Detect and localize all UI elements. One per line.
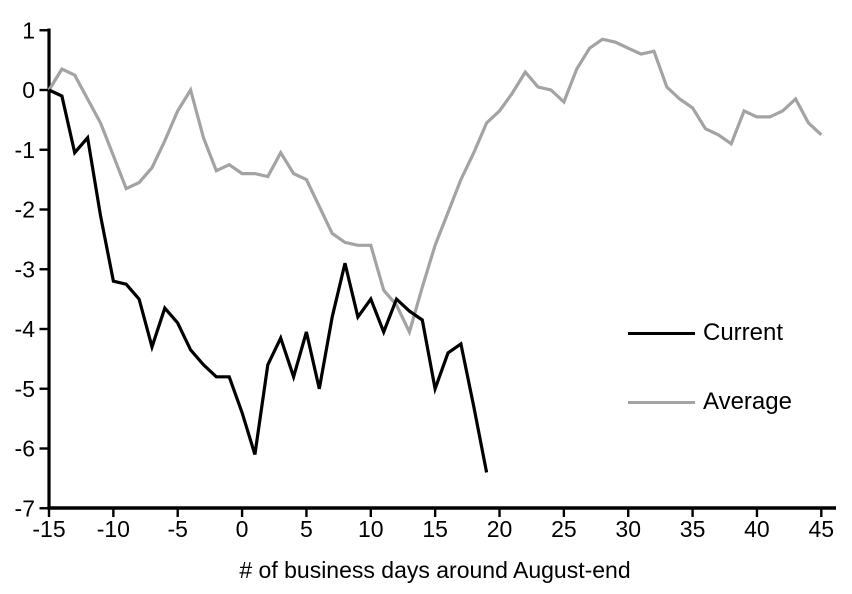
x-tick-label: 30 xyxy=(615,516,641,542)
y-tick-label: -3 xyxy=(15,256,35,282)
legend-label-average: Average xyxy=(703,388,792,415)
x-tick-label: 20 xyxy=(487,516,513,542)
y-tick-label: -5 xyxy=(15,376,35,402)
average-line-swatch xyxy=(628,400,695,404)
x-tick-label: -15 xyxy=(32,516,65,542)
legend-label-current: Current xyxy=(703,319,784,346)
y-tick-label: 1 xyxy=(22,17,35,43)
y-tick-label: -6 xyxy=(15,436,35,462)
y-tick-label: 0 xyxy=(22,77,35,103)
y-tick-label: -2 xyxy=(15,197,35,223)
y-tick-label: -7 xyxy=(15,495,35,521)
x-tick-label: 40 xyxy=(744,516,770,542)
current-line-swatch xyxy=(628,331,695,335)
x-tick-label: 15 xyxy=(422,516,448,542)
x-tick-label: 5 xyxy=(300,516,313,542)
x-axis-title: # of business days around August-end xyxy=(239,557,631,583)
x-tick-label: -10 xyxy=(97,516,130,542)
y-tick-label: -4 xyxy=(15,316,36,342)
current-series-line xyxy=(48,88,489,473)
x-tick-label: -5 xyxy=(167,516,187,542)
average-series-line xyxy=(47,37,823,337)
x-tick-label: 25 xyxy=(551,516,577,542)
legend-item-current: Current xyxy=(628,318,783,348)
legend-item-average: Average xyxy=(628,387,792,417)
y-tick-label: -1 xyxy=(15,137,35,163)
x-tick-label: 35 xyxy=(680,516,706,542)
x-tick-label: 0 xyxy=(236,516,249,542)
x-tick-label: 45 xyxy=(809,516,835,542)
x-tick-label: 10 xyxy=(358,516,384,542)
